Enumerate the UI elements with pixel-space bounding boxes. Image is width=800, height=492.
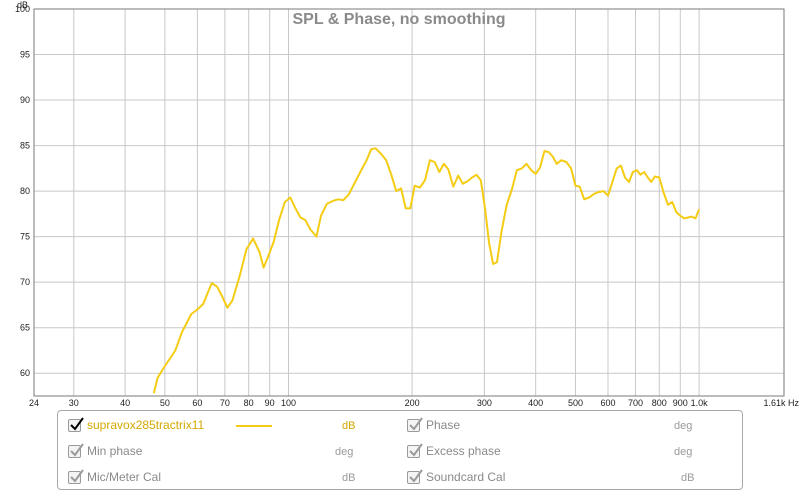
y-tick-label: 60	[20, 368, 30, 378]
y-tick-label: 70	[20, 277, 30, 287]
legend-label-spl: supravox285tractrix11	[87, 418, 205, 432]
legend-item-phase[interactable]: Phase	[407, 416, 460, 434]
x-tick-label: 600	[600, 398, 615, 408]
x-tick-label: 100	[281, 398, 296, 408]
y-tick-label: 90	[20, 95, 30, 105]
x-tick-label: 30	[69, 398, 79, 408]
x-tick-labels: 24 30 40 50 60 70 80 90 100 200 300 400 500 600 700 800…	[29, 398, 799, 408]
legend-unit-spl: dB	[342, 420, 356, 432]
legend-swatch-spl	[236, 425, 272, 427]
x-tick-label: 400	[528, 398, 543, 408]
y-tick-label: 100	[15, 4, 30, 14]
checkbox-excess-phase[interactable]	[407, 442, 423, 458]
x-tick-label: 800	[652, 398, 667, 408]
y-tick-label: 75	[20, 232, 30, 242]
x-tick-label: 1.0k	[691, 398, 709, 408]
legend-label-excess-phase: Excess phase	[426, 444, 501, 458]
legend-panel: supravox285tractrix11 dB Phase deg Min p…	[57, 410, 743, 490]
legend-unit-soundcard-cal: dB	[681, 472, 695, 484]
x-tick-label: 700	[628, 398, 643, 408]
x-tick-label: 70	[220, 398, 230, 408]
legend-item-min-phase[interactable]: Min phase	[68, 442, 142, 460]
legend-item-mic-cal[interactable]: Mic/Meter Cal	[68, 468, 161, 486]
legend-label-phase: Phase	[426, 418, 461, 432]
legend-label-mic-cal: Mic/Meter Cal	[87, 470, 162, 484]
y-tick-label: 95	[20, 50, 30, 60]
series-layer	[152, 147, 701, 394]
x-tick-label: 900	[673, 398, 688, 408]
checkbox-min-phase[interactable]	[68, 442, 84, 458]
x-tick-label: 80	[244, 398, 254, 408]
legend-label-min-phase: Min phase	[87, 444, 143, 458]
legend-unit-mic-cal: dB	[342, 472, 356, 484]
x-tick-label: 300	[477, 398, 492, 408]
legend-unit-excess-phase: deg	[674, 446, 693, 458]
x-tick-label: 1.61k Hz	[763, 398, 799, 408]
spl-chart: dB SPL & Phase, no smoothing 60 65 70 75 80 8…	[15, 0, 800, 408]
x-tick-label: 90	[265, 398, 275, 408]
checkbox-soundcard-cal[interactable]	[407, 468, 423, 484]
x-tick-label: 24	[29, 398, 39, 408]
checkbox-phase[interactable]	[407, 416, 423, 432]
legend-item-spl[interactable]: supravox285tractrix11	[68, 416, 204, 434]
series-line-0	[152, 147, 701, 394]
legend-label-soundcard-cal: Soundcard Cal	[426, 470, 506, 484]
legend-unit-phase: deg	[674, 420, 693, 432]
y-tick-label: 80	[20, 186, 30, 196]
x-tick-label: 40	[120, 398, 130, 408]
y-axis-label: dB	[17, 0, 28, 10]
x-tick-label: 60	[192, 398, 202, 408]
legend-item-soundcard-cal[interactable]: Soundcard Cal	[407, 468, 505, 486]
y-tick-label: 85	[20, 141, 30, 151]
chart-title: SPL & Phase, no smoothing	[292, 11, 505, 28]
legend-item-excess-phase[interactable]: Excess phase	[407, 442, 501, 460]
y-tick-label: 65	[20, 323, 30, 333]
y-tick-labels: 60 65 70 75 80 85 90 95 100	[15, 4, 30, 378]
x-tick-label: 500	[568, 398, 583, 408]
checkbox-mic-cal[interactable]	[68, 468, 84, 484]
checkbox-spl[interactable]	[68, 416, 84, 432]
legend-unit-min-phase: deg	[335, 446, 354, 458]
x-tick-label: 50	[160, 398, 170, 408]
plot-frame	[33, 8, 785, 397]
x-tick-label: 200	[405, 398, 420, 408]
